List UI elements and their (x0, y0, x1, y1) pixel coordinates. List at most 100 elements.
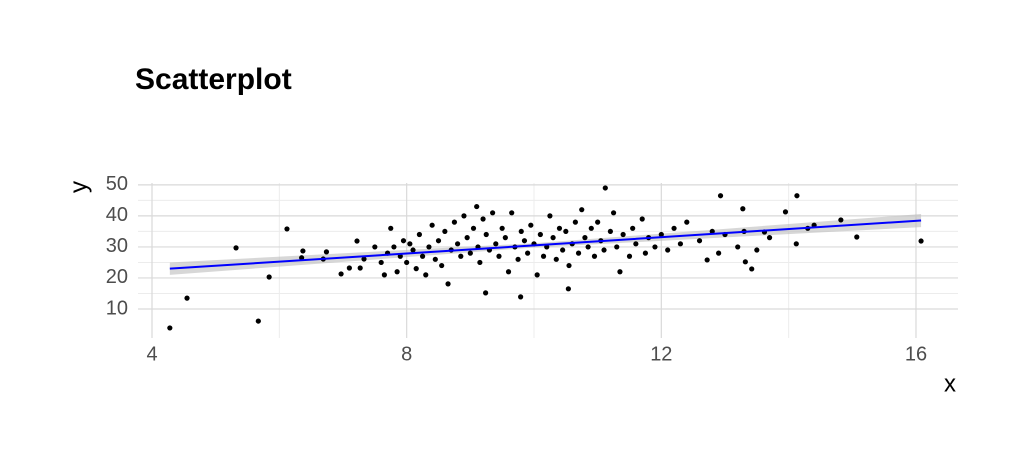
point (502, 235, 508, 241)
point (435, 238, 442, 244)
point (740, 206, 746, 212)
point (766, 235, 773, 241)
point (323, 249, 330, 255)
point (566, 262, 572, 269)
x-tick-label: 16 (905, 343, 927, 365)
point (684, 219, 690, 225)
point (614, 244, 620, 250)
point (782, 209, 789, 215)
point (400, 238, 407, 244)
point (918, 238, 924, 244)
point (716, 250, 722, 256)
point (407, 241, 413, 247)
point (357, 265, 363, 271)
point (167, 325, 173, 331)
point (525, 250, 531, 256)
point (602, 185, 608, 191)
point (381, 272, 387, 278)
point (490, 210, 496, 216)
point (854, 234, 860, 240)
point (556, 225, 563, 231)
point (429, 222, 435, 228)
point (553, 256, 559, 262)
point (442, 228, 448, 235)
point (521, 238, 528, 244)
point (794, 193, 800, 199)
point (184, 295, 190, 301)
y-tick-label: 30 (106, 235, 128, 257)
fit-line (169, 219, 922, 270)
point (391, 244, 397, 250)
point (563, 228, 569, 235)
point (717, 193, 724, 199)
x-axis-title: x (944, 370, 956, 397)
point (652, 244, 658, 250)
y-tick-label: 40 (106, 204, 128, 226)
x-tick-label: 8 (401, 343, 412, 365)
point (709, 228, 715, 235)
point (454, 241, 461, 247)
chart-title: Scatterplot (135, 63, 292, 96)
y-axis-title: y (65, 181, 92, 193)
point (610, 210, 617, 216)
x-tick-label: 12 (650, 343, 672, 365)
point (665, 247, 671, 253)
point (284, 226, 290, 232)
point (474, 203, 480, 210)
point (410, 247, 416, 253)
point (585, 244, 591, 250)
point (419, 253, 426, 259)
point (394, 269, 400, 275)
point (255, 318, 261, 324)
point (671, 225, 677, 231)
point (550, 235, 556, 241)
point (467, 250, 473, 256)
point (742, 259, 748, 265)
point (354, 238, 360, 244)
point (579, 207, 585, 213)
x-tick-label: 4 (146, 343, 157, 365)
point (704, 257, 710, 263)
point (735, 244, 741, 250)
point (416, 231, 422, 238)
point (470, 225, 477, 231)
point (595, 219, 601, 225)
point (677, 241, 684, 247)
point (572, 219, 578, 225)
y-tick-label: 10 (106, 297, 128, 319)
point (642, 250, 649, 256)
point (505, 269, 512, 275)
point (461, 213, 467, 219)
point (607, 228, 613, 235)
point (423, 272, 429, 278)
point (588, 225, 594, 231)
point (626, 253, 633, 259)
point (754, 247, 760, 253)
point (838, 217, 844, 223)
point (515, 256, 521, 262)
point (346, 265, 352, 271)
point (547, 213, 553, 219)
point (483, 231, 489, 238)
point (388, 225, 394, 231)
point (575, 250, 582, 256)
point (426, 244, 432, 250)
point (361, 256, 367, 262)
point (528, 222, 534, 228)
point (464, 235, 470, 241)
point (540, 253, 547, 259)
point (658, 231, 664, 238)
point (591, 253, 598, 259)
point (601, 247, 607, 253)
point (499, 225, 505, 231)
point (266, 274, 272, 280)
point (630, 225, 636, 231)
point (509, 210, 515, 216)
point (413, 266, 419, 272)
point (372, 244, 378, 250)
point (483, 290, 489, 296)
point (749, 266, 755, 272)
point (458, 253, 464, 259)
point (445, 281, 451, 287)
